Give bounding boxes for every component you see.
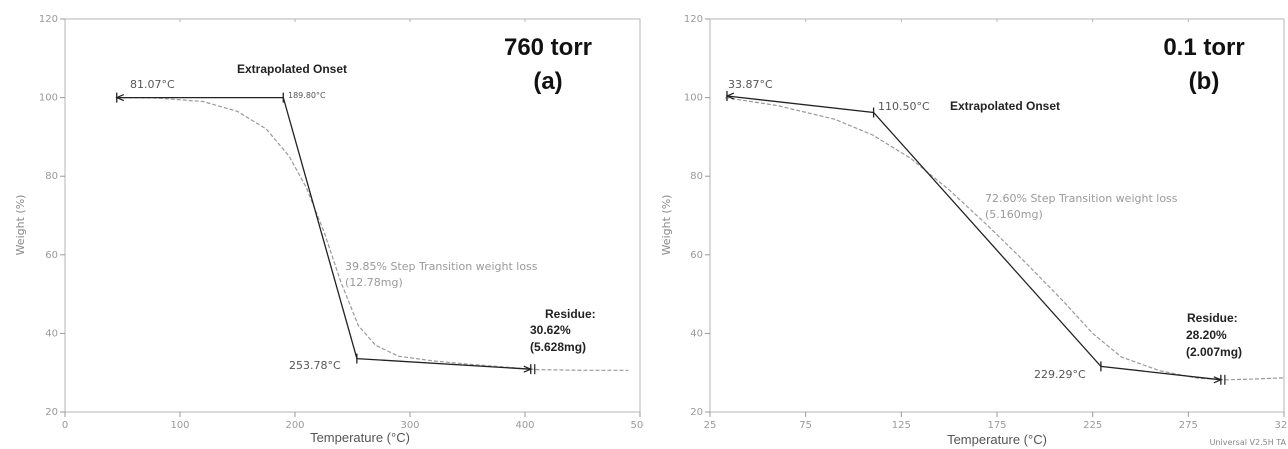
chart-b-x-tick-label: 275 xyxy=(1179,420,1198,431)
chart-b-step-mass-label: (5.160mg) xyxy=(985,208,1043,221)
chart-b-onset-start-label: 33.87°C xyxy=(728,78,773,91)
chart-b-onset-point-label: 110.50°C xyxy=(878,100,930,113)
chart-a-end-arrow xyxy=(523,365,533,373)
chart-b-y-tick-label: 60 xyxy=(690,250,703,261)
chart-b-step-transition-label: 72.60% Step Transition weight loss xyxy=(985,192,1178,205)
chart-b-y-tick-label: 20 xyxy=(690,407,703,418)
chart-a-x-tick-label: 200 xyxy=(285,420,304,431)
chart-a-x-tick-label: 300 xyxy=(400,420,419,431)
chart-a: 0 100 200 300 400 500 20 40 60 80 100 120 Temperat… xyxy=(14,14,644,445)
chart-a-y-tick-label: 80 xyxy=(45,171,58,182)
chart-a-x-axis-label: Temperature (°C) xyxy=(310,430,410,445)
chart-a-x-tick-label: 100 xyxy=(170,420,189,431)
chart-b-title: 0.1 torr xyxy=(1163,34,1244,61)
chart-b-y-axis-label: Weight (%) xyxy=(660,195,673,256)
chart-a-residue-mass: (5.628mg) xyxy=(530,340,586,354)
chart-a-y-tick-label: 60 xyxy=(45,250,58,261)
chart-a-end-point-label: 253.78°C xyxy=(289,359,341,372)
chart-b-panel-label: (b) xyxy=(1189,68,1220,95)
chart-b-end-arrow xyxy=(1213,376,1223,384)
chart-b-y-tick-label: 100 xyxy=(684,93,703,104)
chart-a-onset-start-label: 81.07°C xyxy=(130,78,175,91)
chart-b-x-tick-label: 75 xyxy=(799,420,812,431)
chart-b-x-tick-label: 225 xyxy=(1083,420,1102,431)
chart-a-onset-point-label: 189.80°C xyxy=(288,91,326,100)
chart-a-x-tick-label: 500 xyxy=(630,420,644,431)
chart-a-residue-pct: 30.62% xyxy=(530,323,571,337)
chart-a-panel-label: (a) xyxy=(533,68,562,95)
chart-a-x-tick-label: 400 xyxy=(515,420,534,431)
chart-b-y-ticks: 20 40 60 80 100 120 xyxy=(684,14,710,418)
chart-a-y-axis-label: Weight (%) xyxy=(14,195,27,256)
chart-b-residue-mass: (2.007mg) xyxy=(1186,345,1242,359)
chart-a-markers xyxy=(115,92,536,375)
chart-a-y-tick-label: 40 xyxy=(45,328,58,339)
chart-b-start-arrow xyxy=(725,92,735,100)
chart-b-end-point-label: 229.29°C xyxy=(1034,368,1086,381)
chart-a-step-transition-label: 39.85% Step Transition weight loss xyxy=(345,260,538,273)
chart-a-x-tick-label: 0 xyxy=(62,420,68,431)
chart-b-markers xyxy=(725,91,1226,385)
chart-b-onset-heading: Extrapolated Onset xyxy=(950,99,1060,113)
chart-a-title: 760 torr xyxy=(504,34,592,61)
chart-b-x-ticks: 25 75 125 175 225 275 325 xyxy=(704,19,1288,431)
chart-a-x-ticks: 0 100 200 300 400 500 xyxy=(62,19,644,431)
chart-b-x-tick-label: 325 xyxy=(1274,420,1288,431)
chart-b-tangent-line xyxy=(726,95,1221,381)
chart-a-step-mass-label: (12.78mg) xyxy=(345,276,403,289)
chart-a-y-tick-label: 120 xyxy=(39,14,58,25)
chart-b-residue-pct: 28.20% xyxy=(1186,328,1227,342)
chart-b-measured-curve xyxy=(725,97,1285,381)
chart-b-footer: Universal V2.5H TA xyxy=(1210,438,1287,447)
chart-a-y-tick-label: 100 xyxy=(39,93,58,104)
chart-b-x-axis-label: Temperature (°C) xyxy=(947,432,1047,447)
chart-a-onset-heading: Extrapolated Onset xyxy=(237,62,347,76)
chart-a-plot-frame xyxy=(64,18,641,413)
chart-b-y-tick-label: 40 xyxy=(690,328,703,339)
chart-a-y-ticks: 20 40 60 80 100 120 xyxy=(39,14,65,418)
chart-a-axes xyxy=(64,18,641,413)
chart-a-y-tick-label: 20 xyxy=(45,407,58,418)
chart-a-residue-label: Residue: xyxy=(545,307,596,321)
chart-b-x-tick-label: 125 xyxy=(892,420,911,431)
chart-b-y-tick-label: 120 xyxy=(684,14,703,25)
chart-b-residue-label: Residue: xyxy=(1187,311,1238,325)
chart-b: 25 75 125 175 225 275 325 20 40 60 80 100 120 Tempe… xyxy=(660,14,1288,447)
chart-b-y-tick-label: 80 xyxy=(690,171,703,182)
chart-b-x-tick-label: 175 xyxy=(987,420,1006,431)
chart-a-tangent-line xyxy=(116,96,531,370)
chart-a-start-arrow xyxy=(115,94,124,102)
chart-b-x-tick-label: 25 xyxy=(704,420,717,431)
